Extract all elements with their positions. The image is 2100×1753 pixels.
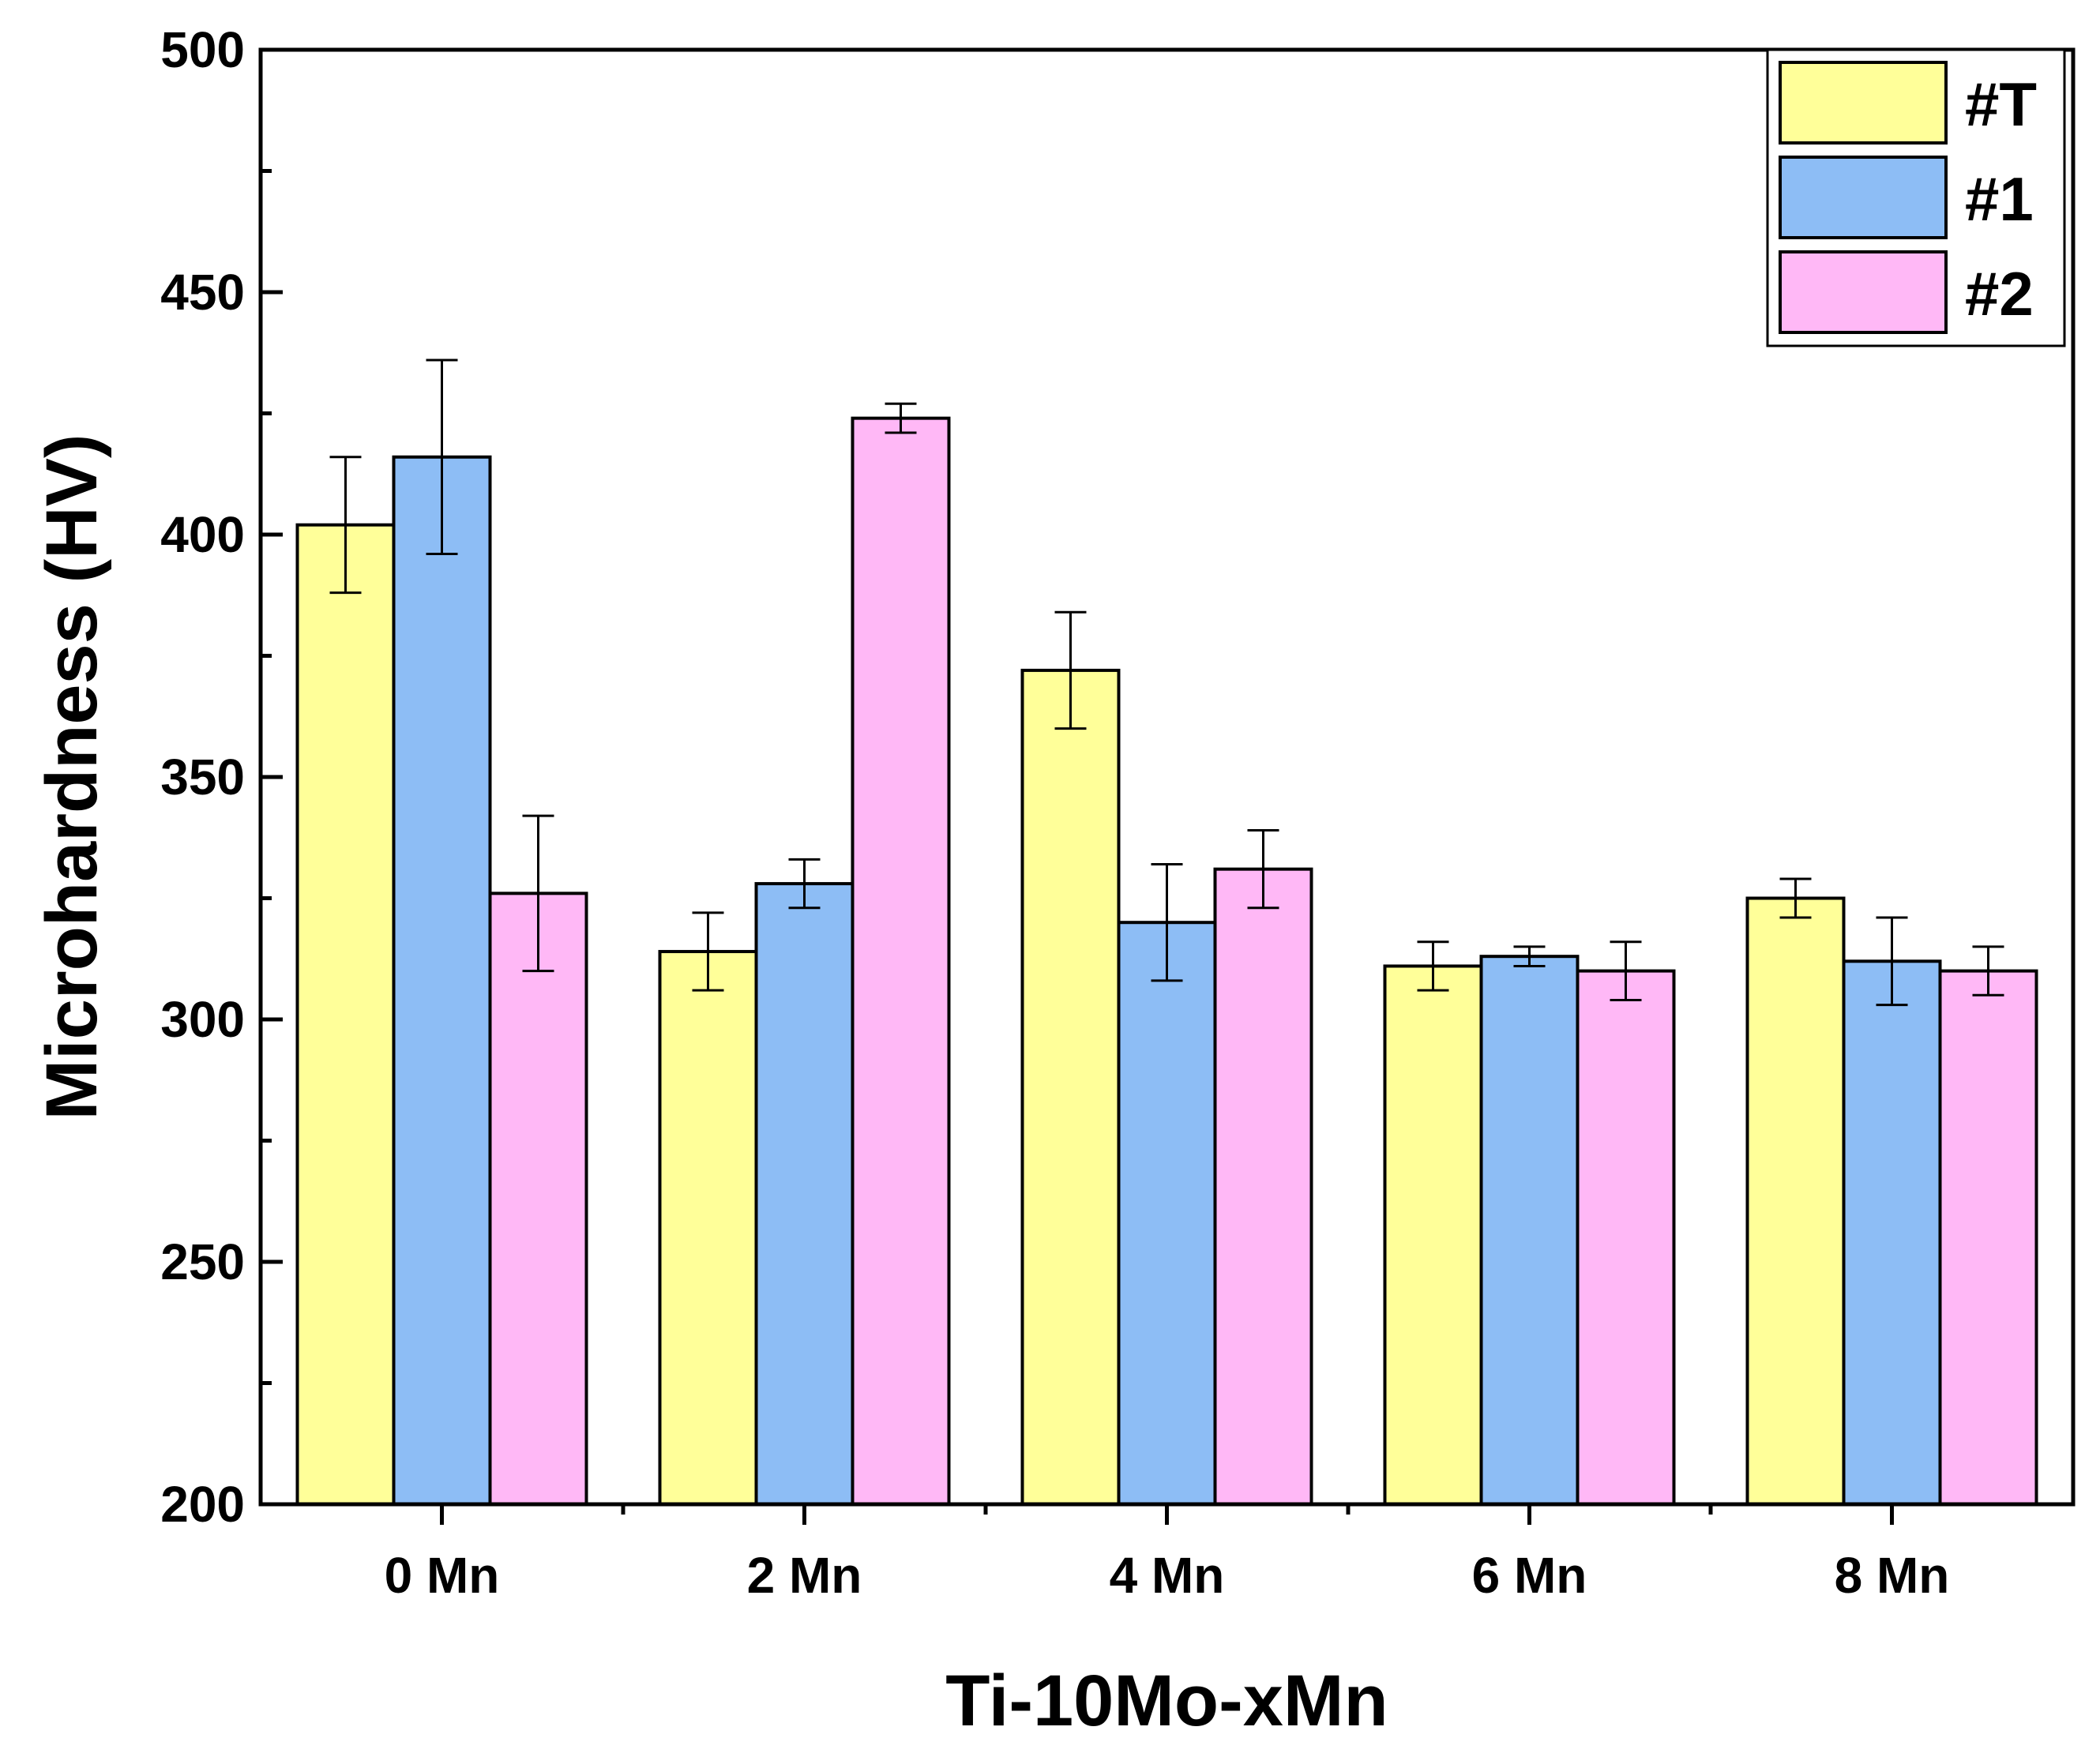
- axes-layer: [258, 47, 2076, 1525]
- x-tick-label: 8 Mn: [1835, 1547, 1950, 1604]
- bar-2-8mn: [1938, 969, 2038, 1506]
- legend-swatch-t: [1779, 61, 1948, 145]
- y-tick-label: 250: [160, 1233, 245, 1290]
- y-tick-label: 400: [160, 506, 245, 563]
- x-tick-label: 4 Mn: [1110, 1547, 1225, 1604]
- legend-label-2: #2: [1965, 259, 2034, 328]
- bars-layer: [295, 416, 2038, 1507]
- legend: #T #1 #2: [1766, 48, 2066, 347]
- y-axis-title: Microhardness (HV): [32, 434, 112, 1120]
- legend-label-t: #T: [1965, 69, 2037, 139]
- legend-label-1: #1: [1965, 164, 2034, 234]
- error-bars-layer: [329, 358, 2004, 1007]
- bar-T-6mn: [1383, 964, 1483, 1506]
- bar-2-4mn: [1213, 867, 1313, 1507]
- y-tick-label: 200: [160, 1476, 245, 1533]
- bar-2-0mn: [488, 892, 588, 1506]
- y-tick-label: 500: [160, 21, 245, 78]
- legend-swatch-2: [1779, 250, 1948, 334]
- x-tick-label: 2 Mn: [747, 1547, 862, 1604]
- bar-2-6mn: [1576, 969, 1676, 1506]
- bar-2-2mn: [851, 416, 951, 1506]
- y-tick-label: 300: [160, 991, 245, 1048]
- legend-swatch-1: [1779, 156, 1948, 239]
- bar-1-8mn: [1842, 959, 1942, 1506]
- bar-1-6mn: [1479, 955, 1580, 1507]
- y-tick-label: 350: [160, 749, 245, 805]
- bar-T-0mn: [295, 523, 396, 1506]
- y-tick-label: 450: [160, 264, 245, 321]
- bar-1-4mn: [1117, 921, 1217, 1506]
- x-axis-title: Ti-10Mo-xMn: [945, 1661, 1388, 1741]
- bar-T-4mn: [1020, 668, 1121, 1506]
- x-tick-label: 0 Mn: [385, 1547, 500, 1604]
- bar-T-2mn: [658, 950, 758, 1507]
- bar-1-2mn: [754, 882, 855, 1506]
- x-tick-label: 6 Mn: [1472, 1547, 1587, 1604]
- labels-layer: Ti-10Mo-xMn Microhardness (HV) 200 250 300…: [32, 21, 1949, 1741]
- bar-T-8mn: [1745, 896, 1846, 1506]
- bar-1-0mn: [392, 455, 492, 1506]
